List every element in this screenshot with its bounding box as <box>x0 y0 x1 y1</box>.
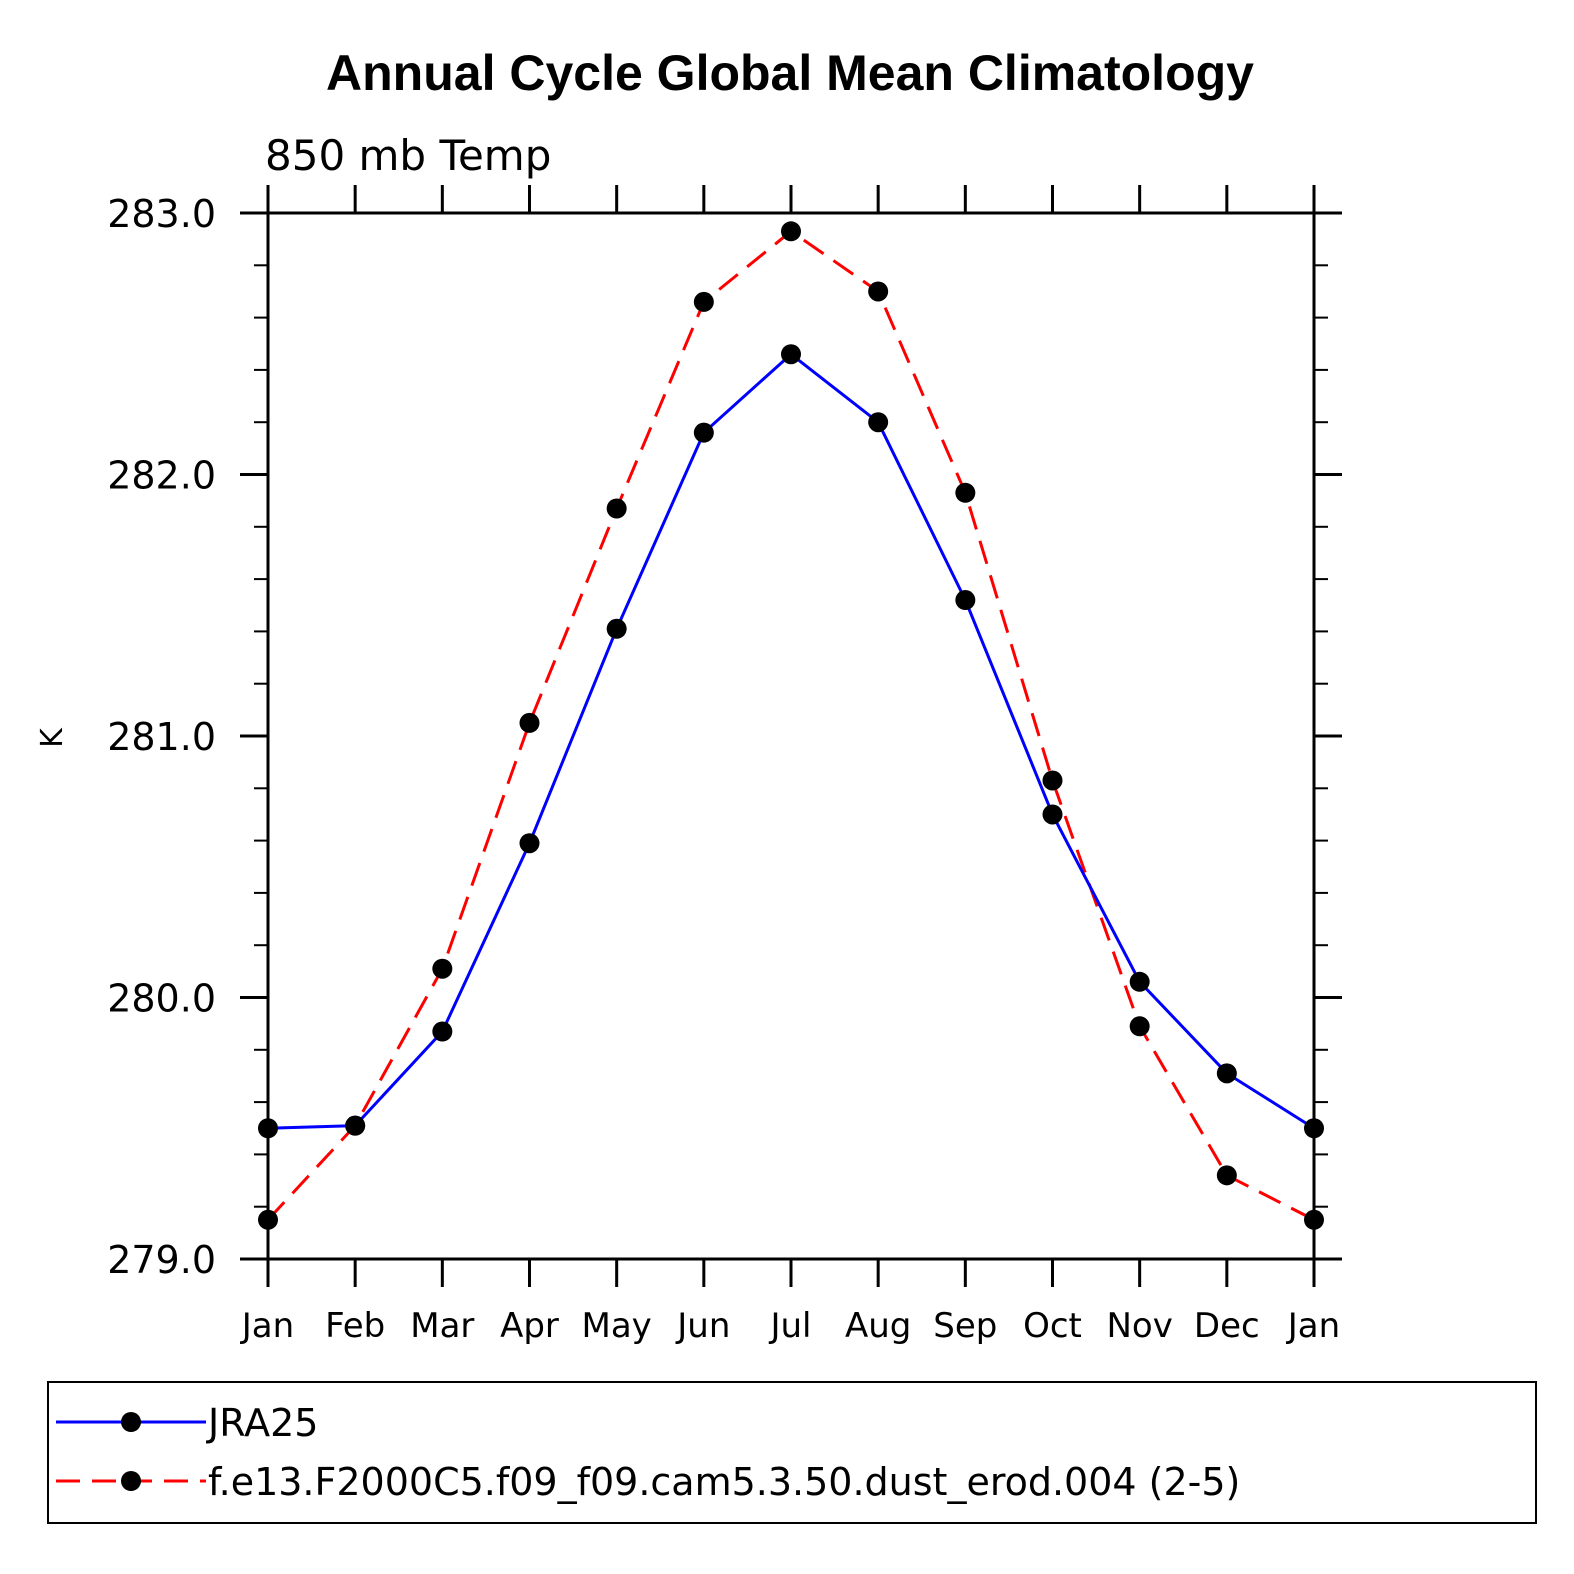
legend-marker <box>121 1412 141 1432</box>
x-tick-label: Jun <box>675 1306 730 1346</box>
series-line <box>267 352 1315 1130</box>
data-point <box>519 833 540 854</box>
data-point <box>345 1115 366 1136</box>
data-point <box>606 618 627 639</box>
series-line <box>266 229 1315 1222</box>
data-point <box>1129 971 1150 992</box>
data-point <box>1129 1016 1150 1037</box>
data-point <box>868 281 889 302</box>
legend-label: JRA25 <box>206 1401 318 1445</box>
x-tick-label: Apr <box>500 1306 559 1346</box>
y-tick-label: 279.0 <box>107 1238 216 1282</box>
chart-subtitle: 850 mb Temp <box>265 131 551 180</box>
data-point <box>1042 804 1063 825</box>
legend-box <box>47 1381 1537 1524</box>
x-tick-label: Feb <box>325 1306 385 1346</box>
data-point <box>1042 770 1063 791</box>
x-tick-label: Mar <box>410 1306 474 1346</box>
y-tick-label: 283.0 <box>107 192 216 236</box>
y-axis-label: K <box>35 727 70 748</box>
plot-frame <box>266 211 1316 1261</box>
data-point <box>781 221 801 242</box>
data-point <box>1216 1165 1237 1186</box>
x-tick-label: Sep <box>933 1306 997 1346</box>
x-tick-label: Jul <box>768 1306 811 1346</box>
data-point <box>955 482 976 503</box>
y-tick-label: 282.0 <box>107 454 216 498</box>
chart-title: Annual Cycle Global Mean Climatology <box>326 45 1254 101</box>
data-point <box>693 422 714 443</box>
x-tick-label: Dec <box>1194 1306 1260 1346</box>
legend-marker <box>121 1471 141 1491</box>
x-tick-label: Oct <box>1023 1306 1082 1346</box>
x-tick-label: Aug <box>845 1306 911 1346</box>
data-point <box>1216 1063 1237 1084</box>
data-point <box>781 344 801 365</box>
data-point <box>432 958 453 979</box>
x-tick-label: Jan <box>240 1306 294 1346</box>
legend: JRA25 f.e13.F2000C5.f09_f09.cam5.3.50.dus… <box>56 1401 1240 1504</box>
data-point <box>868 412 889 433</box>
x-tick-label: May <box>582 1306 652 1346</box>
data-point <box>693 291 714 312</box>
y-tick-label: 281.0 <box>107 715 216 759</box>
y-tick-label: 280.0 <box>107 977 216 1021</box>
data-point <box>432 1021 453 1042</box>
data-point <box>955 590 976 611</box>
data-point <box>519 712 540 733</box>
legend-label: f.e13.F2000C5.f09_f09.cam5.3.50.dust_ero… <box>208 1460 1240 1504</box>
data-point <box>606 498 627 519</box>
x-tick-label: Jan <box>1286 1306 1340 1346</box>
x-tick-label: Nov <box>1106 1306 1172 1346</box>
